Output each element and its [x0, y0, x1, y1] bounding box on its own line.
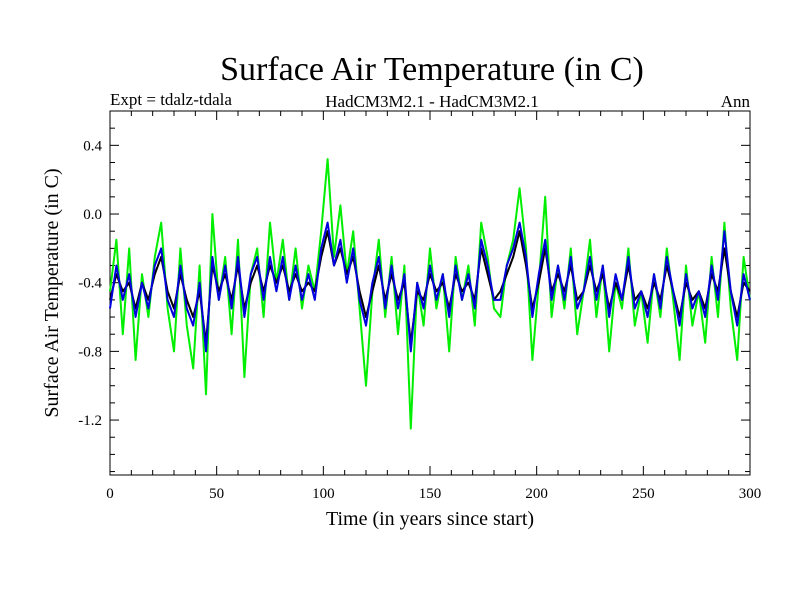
x-axis: 0 50 100 150 200 250 300: [106, 111, 761, 502]
subtitle-left: Expt = tdalz-tdala: [110, 90, 232, 109]
x-tick-label: 200: [525, 486, 548, 502]
x-tick-label: 250: [632, 486, 655, 502]
y-tick-label: 0.0: [83, 207, 102, 223]
x-axis-label: Time (in years since start): [326, 508, 534, 530]
x-tick-label: 0: [106, 486, 114, 502]
y-tick-label: -1.2: [78, 413, 102, 429]
y-tick-label: 0.4: [83, 138, 102, 154]
plot-frame: [109, 110, 751, 476]
chart-title: Surface Air Temperature (in C): [220, 51, 644, 88]
x-tick-label: 100: [312, 486, 335, 502]
y-tick-label: -0.4: [78, 276, 102, 292]
series-line-ensemble: [109, 221, 751, 353]
x-tick-label: 150: [419, 486, 442, 502]
x-tick-label: 50: [209, 486, 224, 502]
subtitle-center: HadCM3M2.1 - HadCM3M2.1: [325, 92, 538, 111]
y-axis: 0.4 0.0 -0.4 -0.8 -1.2: [78, 110, 750, 473]
y-axis-label: Surface Air Temperature (in C): [41, 168, 63, 417]
series-layer: [109, 158, 751, 430]
series-line-annual: [109, 158, 751, 430]
x-tick-label: 300: [739, 486, 762, 502]
subtitle-right: Ann: [721, 92, 751, 111]
y-tick-label: -0.8: [78, 344, 102, 360]
